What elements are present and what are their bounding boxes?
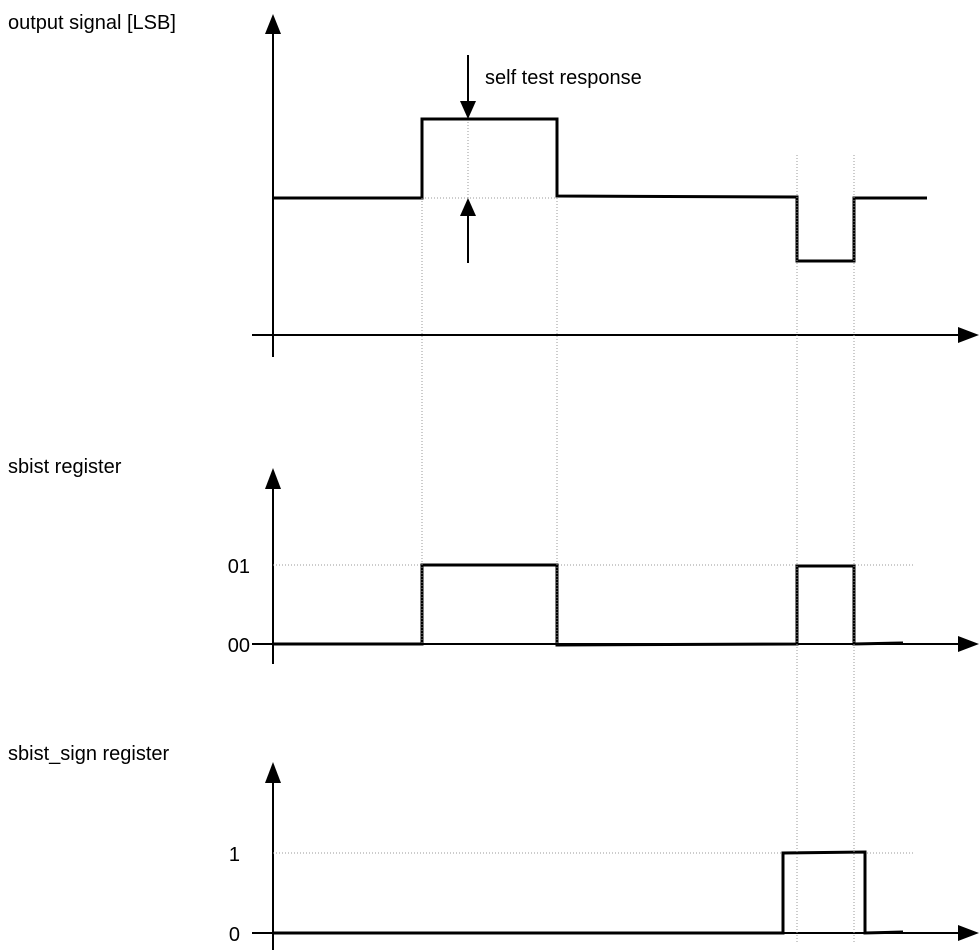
sbist-register-trace bbox=[273, 563, 904, 647]
self-test-response-label: self test response bbox=[485, 67, 642, 89]
output-signal-panel: output signal [LSB] self test response bbox=[8, 12, 979, 357]
sbist-y-axis-arrow-icon bbox=[265, 468, 281, 489]
sbist-sign-register-trace bbox=[273, 850, 904, 935]
sbist-register-panel: sbist register 01 00 bbox=[8, 456, 979, 664]
sign-tick-0: 0 bbox=[229, 924, 240, 946]
sbist-x-axis-arrow-icon bbox=[958, 636, 979, 652]
sbist-sign-register-axis-label: sbist_sign register bbox=[8, 743, 170, 765]
sbist-tick-01: 01 bbox=[228, 556, 250, 578]
sign-y-axis-arrow-icon bbox=[265, 762, 281, 783]
output-signal-axis-label: output signal [LSB] bbox=[8, 12, 176, 34]
arrow-down-icon bbox=[460, 101, 476, 119]
sbist-tick-00: 00 bbox=[228, 635, 250, 657]
output-y-axis-arrow-icon bbox=[265, 14, 281, 34]
sign-tick-1: 1 bbox=[229, 844, 240, 866]
cross-panel-guides bbox=[421, 155, 855, 944]
output-x-axis-arrow-icon bbox=[958, 327, 979, 343]
arrow-up-icon bbox=[460, 198, 476, 216]
sbist-register-axis-label: sbist register bbox=[8, 456, 122, 478]
sbist-sign-register-panel: sbist_sign register 1 0 bbox=[8, 743, 979, 950]
sign-x-axis-arrow-icon bbox=[958, 925, 979, 941]
output-signal-trace bbox=[273, 117, 927, 263]
